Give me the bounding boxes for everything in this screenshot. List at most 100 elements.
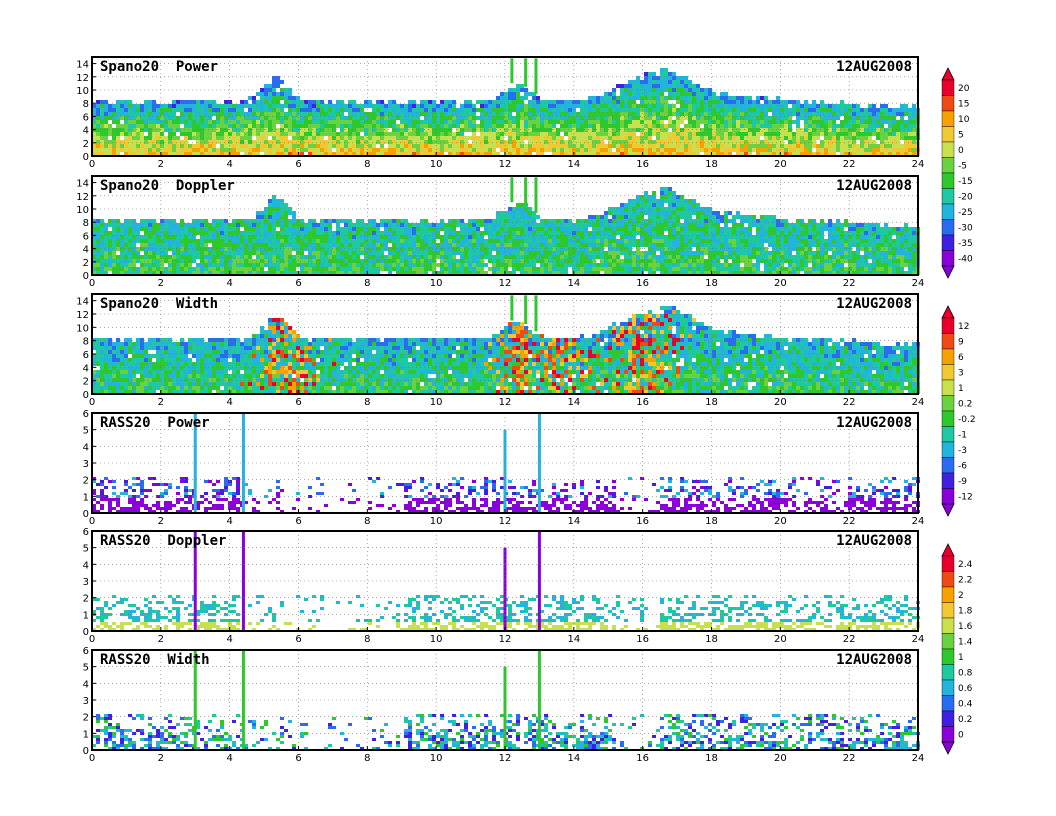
x-tick-label: 18 [705,159,718,170]
colorbar-swatch [941,710,955,727]
panel-date: 12AUG2008 [836,652,912,668]
colorbar-swatch [941,203,955,220]
y-tick-label: 2 [83,594,89,605]
x-tick-label: 2 [158,278,164,289]
y-tick-label: 10 [76,323,89,334]
x-tick-label: 20 [774,397,787,408]
spike-mark [534,58,538,94]
colorbar-swatch [941,633,955,650]
x-tick-label: 22 [843,516,856,527]
x-tick-label: 4 [226,753,232,764]
y-tick-label: 6 [83,527,89,538]
spike-mark [510,177,514,203]
colorbar-swatch [941,472,955,489]
colorbar-tick-label: 0 [958,146,964,156]
x-tick-label: 20 [774,634,787,645]
colorbar-swatch [941,219,955,236]
panel-date: 12AUG2008 [836,533,912,549]
panel-date: 12AUG2008 [836,178,912,194]
x-tick-label: 24 [912,516,925,527]
panel-title: RASS20 Power [100,415,210,431]
colorbar-tick-label: 2.2 [958,575,972,585]
x-tick-label: 18 [705,753,718,764]
x-tick-label: 10 [430,753,443,764]
colorbar-tick-label: 20 [958,84,970,94]
y-tick-label: 14 [76,60,89,71]
x-tick-label: 14 [567,516,580,527]
x-tick-label: 10 [430,516,443,527]
colorbar-swatch [941,555,955,572]
x-tick-label: 6 [295,634,301,645]
x-tick-label: 24 [912,278,925,289]
colorbar-tick-label: 1 [958,653,964,663]
x-tick-label: 16 [636,159,649,170]
colorbar-arrow-top [941,67,955,81]
colorbar-3: 2.4 2.2 2 1.8 1.6 1.4 1 0.8 0.6 0.4 0.2 0 [941,543,973,755]
colorbar-tick-label: 6 [958,353,964,363]
x-tick-label: 12 [499,159,512,170]
x-tick-label: 20 [774,278,787,289]
colorbar-swatch [941,695,955,712]
x-tick-label: 16 [636,278,649,289]
colorbar-tick-label: -40 [958,254,973,264]
spike-mark [503,547,507,631]
y-tick-label: 0 [83,271,89,282]
colorbar-tick-label: 1.8 [958,606,973,616]
x-tick-label: 10 [430,634,443,645]
y-tick-label: 6 [83,231,89,242]
colorbar-swatch [941,141,955,158]
colorbar-tick-label: 2.4 [958,560,973,570]
spike-mark [241,413,245,513]
colorbar-swatch [941,110,955,127]
colorbar-swatch [941,126,955,143]
colorbar-swatch [941,234,955,251]
spike-mark [503,666,507,750]
heatmap-cells [92,650,920,750]
colorbar-tick-label: 0.2 [958,715,972,725]
y-tick-label: 6 [83,112,89,123]
colorbar-swatch [941,648,955,665]
x-tick-label: 8 [364,278,370,289]
colorbar-tick-label: -30 [958,223,973,233]
spike-mark [537,531,541,631]
spike-mark [537,650,541,750]
colorbar-tick-label: -9 [958,477,967,487]
colorbar-swatch [941,586,955,603]
colorbar-tick-label: -15 [958,177,973,187]
colorbar-tick-label: -12 [958,492,973,502]
x-tick-label: 6 [295,278,301,289]
spike-mark [534,295,538,332]
y-tick-label: 6 [83,350,89,361]
x-tick-label: 4 [226,278,232,289]
colorbar-swatch [941,617,955,634]
x-tick-label: 2 [158,159,164,170]
spike-mark [193,531,197,631]
x-tick-label: 24 [912,634,925,645]
spike-mark [241,650,245,750]
x-tick-label: 18 [705,516,718,527]
x-tick-label: 4 [226,397,232,408]
x-tick-label: 0 [89,278,95,289]
y-tick-label: 12 [76,73,89,84]
y-tick-label: 4 [83,245,89,256]
colorbar-swatch [941,79,955,96]
colorbar-arrow-top [941,305,955,319]
x-tick-label: 10 [430,278,443,289]
colorbar-swatch [941,602,955,619]
y-tick-label: 3 [83,696,89,707]
y-tick-label: 6 [83,409,89,420]
colorbar-tick-label: -1 [958,430,967,440]
y-tick-label: 12 [76,310,89,321]
x-tick-label: 2 [158,516,164,527]
colorbar-swatch [941,395,955,412]
colorbar-swatch [941,441,955,458]
y-tick-label: 8 [83,99,89,110]
x-tick-label: 20 [774,159,787,170]
x-tick-label: 2 [158,397,164,408]
x-tick-label: 12 [499,634,512,645]
colorbar-tick-label: -5 [958,161,967,171]
spike-mark [534,177,538,213]
x-tick-label: 16 [636,753,649,764]
